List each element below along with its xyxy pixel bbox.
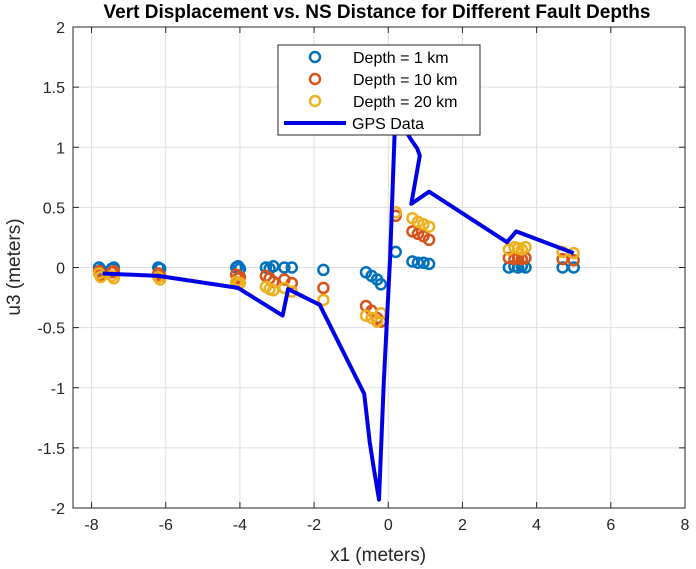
data-point	[267, 284, 280, 297]
y-tick-label: -1.5	[37, 441, 65, 458]
data-point	[374, 278, 388, 291]
data-point	[567, 254, 580, 267]
chart-title: Vert Displacement vs. NS Distance for Di…	[104, 2, 651, 23]
legend: Depth = 1 km Depth = 10 km Depth = 20 km…	[277, 44, 481, 136]
data-point	[422, 233, 436, 247]
data-point	[317, 263, 330, 277]
legend-label-depth-1km: Depth = 1 km	[353, 50, 449, 67]
gps-data-line	[102, 102, 575, 502]
y-axis-label: u3 (meters)	[4, 218, 25, 315]
x-tick-label: -2	[307, 517, 321, 534]
x-tick-label: -6	[159, 517, 173, 534]
legend-label-depth-10km: Depth = 10 km	[353, 72, 458, 89]
x-tick-label: 6	[606, 517, 615, 534]
y-tick-label: 0.5	[43, 200, 65, 217]
series-3	[102, 102, 575, 502]
data-point	[411, 256, 425, 269]
x-tick-label: -8	[84, 517, 98, 534]
legend-marker-depth-20km	[308, 94, 322, 108]
y-tick-label: 0	[56, 261, 65, 278]
data-point	[567, 261, 580, 274]
legend-marker-depth-1km	[308, 50, 322, 64]
x-tick-label: -4	[233, 517, 247, 534]
x-tick-label: 4	[532, 517, 541, 534]
legend-label-gps-data: GPS Data	[352, 116, 424, 133]
data-point	[417, 256, 430, 269]
y-tick-label: 2	[56, 20, 65, 37]
data-point	[317, 293, 330, 307]
data-point	[422, 257, 436, 271]
data-point	[278, 261, 291, 274]
legend-marker-depth-10km	[308, 72, 322, 86]
x-axis-label: x1 (meters)	[330, 545, 426, 566]
series-layer	[92, 102, 580, 502]
data-point	[285, 261, 299, 274]
y-tick-label: -2	[51, 501, 65, 518]
data-point	[317, 281, 330, 295]
data-point	[519, 240, 532, 254]
legend-label-depth-20km: Depth = 20 km	[353, 94, 458, 111]
y-tick-label: 1	[56, 140, 65, 157]
y-tick-label: -1	[51, 381, 65, 398]
x-tick-label: 8	[681, 517, 690, 534]
x-tick-label: 2	[458, 517, 467, 534]
ticks: -8 -6 -4 -2 0 2 4 6 8 -2 -1.5 -1 -0.5 0 0.5 1 1.5 2	[37, 20, 689, 534]
y-tick-label: -0.5	[37, 321, 65, 338]
y-tick-label: 1.5	[43, 80, 65, 97]
x-tick-label: 0	[384, 517, 393, 534]
data-point	[422, 220, 436, 233]
